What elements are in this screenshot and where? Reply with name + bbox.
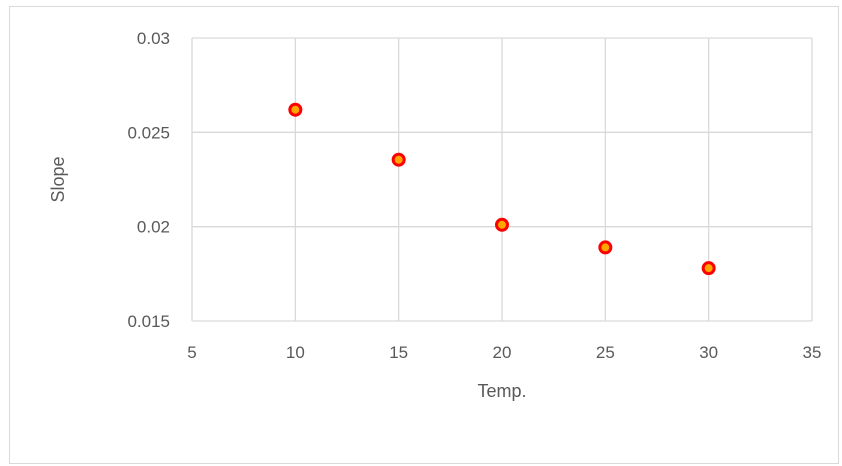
data-point (701, 261, 716, 276)
x-tick-labels: 5 10 15 20 25 30 35 (187, 343, 821, 362)
data-points (288, 102, 716, 276)
data-point (495, 217, 509, 232)
x-tick-label: 30 (699, 343, 718, 362)
chart-area (9, 6, 839, 464)
y-axis-title: Slope (48, 156, 68, 202)
x-tick-label: 35 (803, 343, 822, 362)
x-tick-label: 10 (286, 343, 305, 362)
y-tick-labels: 0.015 0.02 0.025 0.03 (127, 29, 170, 331)
data-point (288, 102, 303, 117)
x-tick-label: 15 (389, 343, 408, 362)
data-point (598, 240, 613, 255)
y-tick-label: 0.015 (127, 312, 170, 331)
data-point (391, 152, 406, 167)
gridlines (191, 37, 813, 322)
y-tick-label: 0.03 (137, 29, 170, 48)
x-axis-title: Temp. (477, 381, 526, 401)
x-tick-label: 25 (596, 343, 615, 362)
y-tick-label: 0.025 (127, 123, 170, 142)
y-tick-label: 0.02 (137, 218, 170, 237)
x-tick-label: 20 (493, 343, 512, 362)
x-tick-label: 5 (187, 343, 196, 362)
